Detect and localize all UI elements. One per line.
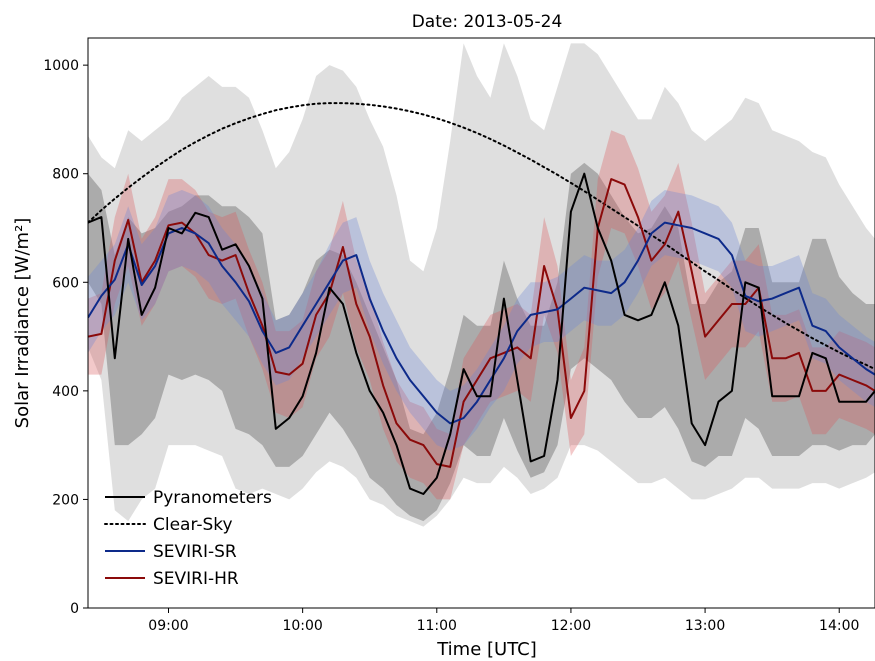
- y-tick-label: 600: [52, 275, 79, 291]
- axis-ticks: 0 200 400 600 800 1000 09:00 10:00 11:00 12:00 13:…: [43, 58, 859, 634]
- seviri-hr-line: [88, 178, 875, 468]
- seviri-sr-band: [88, 190, 875, 451]
- plot-area: [88, 43, 875, 527]
- seviri-hr-band: [88, 130, 875, 500]
- x-axis-title: Time [UTC]: [436, 639, 537, 660]
- pyranometers-line: [88, 172, 875, 495]
- legend-label: Clear-Sky: [153, 515, 233, 535]
- x-tick-label: 10:00: [282, 618, 322, 634]
- y-axis-title: Solar Irradiance [W/m²]: [12, 218, 33, 429]
- y-tick-label: 200: [52, 492, 79, 508]
- x-tick-label: 12:00: [551, 618, 591, 634]
- legend-label: SEVIRI-HR: [153, 569, 239, 589]
- y-tick-label: 800: [52, 167, 79, 183]
- legend-label: SEVIRI-SR: [153, 542, 237, 562]
- x-tick-label: 14:00: [819, 618, 859, 634]
- legend-label: Pyranometers: [153, 488, 272, 508]
- legend: Pyranometers Clear-Sky SEVIRI-SR SEVIRI-HR: [104, 488, 272, 589]
- seviri-sr-line: [88, 221, 875, 425]
- x-tick-label: 09:00: [148, 618, 188, 634]
- y-tick-label: 0: [70, 601, 79, 617]
- x-tick-label: 13:00: [685, 618, 725, 634]
- x-tick-label: 11:00: [417, 618, 457, 634]
- y-tick-label: 1000: [43, 58, 79, 74]
- y-tick-label: 400: [52, 384, 79, 400]
- plot-frame: [87, 37, 875, 609]
- clear-sky-line: [88, 102, 875, 371]
- chart-title: Date: 2013-05-24: [412, 12, 563, 32]
